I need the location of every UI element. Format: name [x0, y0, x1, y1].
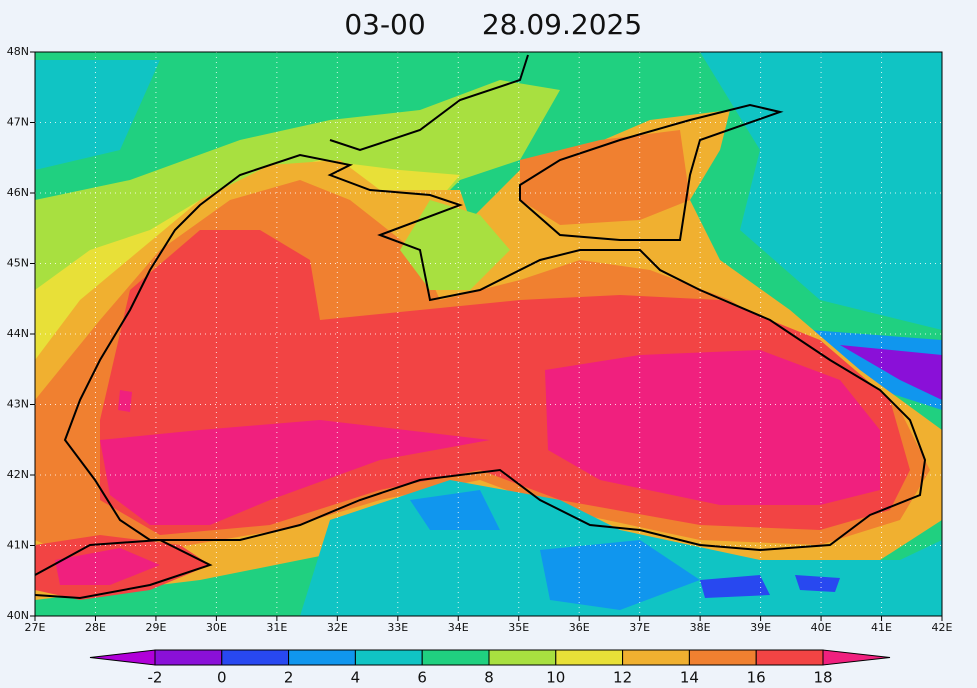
x-tick-label: 28E: [85, 621, 106, 634]
field-zone: [810, 330, 942, 410]
colorbar-segment: [622, 649, 690, 666]
field-zone: [100, 420, 490, 525]
field-zone: [795, 575, 840, 592]
x-tick-label: 36E: [569, 621, 590, 634]
x-tick-label: 35E: [508, 621, 529, 634]
x-tick-label: 33E: [387, 621, 408, 634]
colorbar-label: 10: [546, 669, 565, 687]
colorbar-label: 18: [813, 669, 832, 687]
field-zone: [55, 548, 160, 585]
x-tick-label: 39E: [750, 621, 771, 634]
x-tick-label: 27E: [25, 621, 46, 634]
field-zone: [700, 575, 770, 598]
field-zone: [400, 200, 510, 290]
colorbar-label: 4: [351, 669, 361, 687]
colorbar-segment: [555, 649, 624, 666]
colorbar-segment: [154, 649, 223, 666]
x-tick-label: 31E: [266, 621, 287, 634]
field-zone: [35, 60, 160, 170]
colorbar-label: 8: [484, 669, 494, 687]
y-tick-label: 45N: [7, 257, 29, 270]
y-tick-label: 41N: [7, 539, 29, 552]
x-tick-label: 40E: [811, 621, 832, 634]
y-tick-label: 40N: [7, 609, 29, 622]
colorbar-arrow-low: [89, 649, 156, 666]
field-zone: [520, 130, 690, 225]
colorbar-label: 14: [680, 669, 699, 687]
title-date: 28.09.2025: [482, 8, 642, 41]
x-tick-label: 37E: [629, 621, 650, 634]
x-tick-label: 32E: [327, 621, 348, 634]
colorbar-label: 12: [613, 669, 632, 687]
colorbar-segment: [221, 649, 290, 666]
colorbar-segment: [488, 649, 557, 666]
x-tick-label: 30E: [206, 621, 227, 634]
colorbar-label: 16: [747, 669, 766, 687]
y-tick-label: 43N: [7, 398, 29, 411]
field-zone: [118, 390, 132, 412]
field-zone: [840, 345, 942, 400]
x-tick-label: 34E: [448, 621, 469, 634]
x-tick-label: 29E: [145, 621, 166, 634]
colorbar-segment: [688, 649, 757, 666]
colorbar-label: 6: [417, 669, 427, 687]
y-tick-label: 44N: [7, 327, 29, 340]
colorbar-arrow-high: [822, 649, 891, 666]
field: [35, 52, 942, 616]
colorbar-segment: [354, 649, 423, 666]
colorbar-label: -2: [148, 669, 163, 687]
y-tick-label: 47N: [7, 116, 29, 129]
colorbar-segment: [288, 649, 356, 666]
x-tick-label: 38E: [690, 621, 711, 634]
colorbar-segment: [755, 649, 824, 666]
colorbar-segment: [421, 649, 490, 666]
coastline: [34, 54, 927, 600]
colorbar-label: 0: [217, 669, 227, 687]
field-zone: [700, 52, 942, 330]
y-tick-label: 42N: [7, 468, 29, 481]
colorbar-label: 2: [284, 669, 294, 687]
x-tick-label: 42E: [932, 621, 953, 634]
y-tick-label: 46N: [7, 186, 29, 199]
y-tick-label: 48N: [7, 45, 29, 58]
x-tick-label: 41E: [871, 621, 892, 634]
field-zone: [410, 490, 500, 530]
title-time: 03-00: [344, 8, 425, 41]
field-zone: [540, 540, 700, 610]
field-zone: [545, 350, 880, 505]
